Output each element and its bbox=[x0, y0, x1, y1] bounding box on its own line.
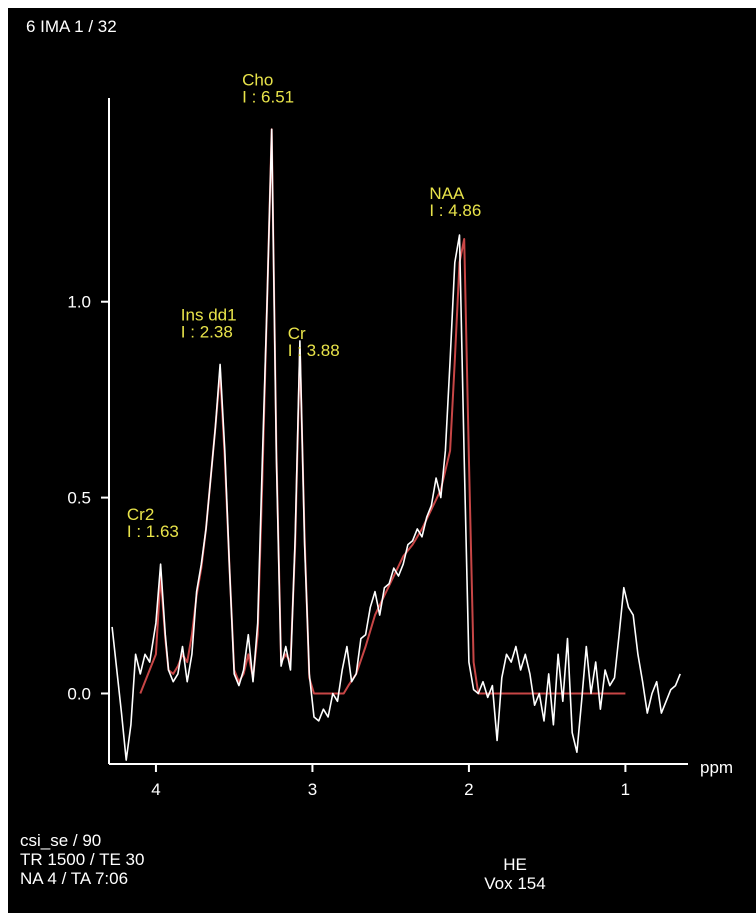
annotation-name: Cr2 bbox=[127, 505, 154, 524]
tr-te-label: TR 1500 / TE 30 bbox=[20, 850, 144, 869]
axes: ppm bbox=[108, 98, 733, 777]
x-ticks: 4 3 2 1 bbox=[151, 764, 630, 799]
x-tick-label: 4 bbox=[151, 780, 160, 799]
series-layer bbox=[111, 128, 681, 761]
annotation-value: I : 4.86 bbox=[429, 201, 481, 220]
annotation-value: I : 6.51 bbox=[242, 87, 294, 106]
annotation-name: Cr bbox=[288, 324, 306, 343]
y-tick-label: 0.0 bbox=[67, 684, 91, 703]
annotation-value: I : 1.63 bbox=[127, 522, 179, 541]
annotation-value: I : 3.88 bbox=[288, 341, 340, 360]
annotation-value: I : 2.38 bbox=[181, 322, 233, 341]
x-tick-label: 1 bbox=[621, 780, 630, 799]
spectrum-viewer: 6 IMA 1 / 32 ppm 0.0 0.5 1.0 4 3 2 1 Cho I : 6… bbox=[8, 8, 756, 913]
code-label: HE bbox=[503, 855, 527, 874]
image-title: 6 IMA 1 / 32 bbox=[26, 17, 117, 36]
annotation-name: Ins dd1 bbox=[181, 305, 237, 324]
spectrum-line bbox=[111, 128, 681, 761]
y-tick-label: 0.5 bbox=[67, 489, 91, 508]
annotation-cr: CrI : 3.88 bbox=[288, 324, 340, 360]
fit-line bbox=[139, 128, 626, 695]
x-tick-label: 3 bbox=[308, 780, 317, 799]
annotation-name: Cho bbox=[242, 70, 273, 89]
sequence-label: csi_se / 90 bbox=[20, 831, 101, 850]
y-ticks: 0.0 0.5 1.0 bbox=[67, 293, 109, 703]
footer-info: csi_se / 90 TR 1500 / TE 30 NA 4 / TA 7:… bbox=[20, 831, 546, 893]
x-axis-label: ppm bbox=[700, 758, 733, 777]
voxel-label: Vox 154 bbox=[484, 874, 545, 893]
x-tick-label: 2 bbox=[464, 780, 473, 799]
na-ta-label: NA 4 / TA 7:06 bbox=[20, 869, 128, 888]
y-tick-label: 1.0 bbox=[67, 293, 91, 312]
annotation-name: NAA bbox=[429, 184, 465, 203]
